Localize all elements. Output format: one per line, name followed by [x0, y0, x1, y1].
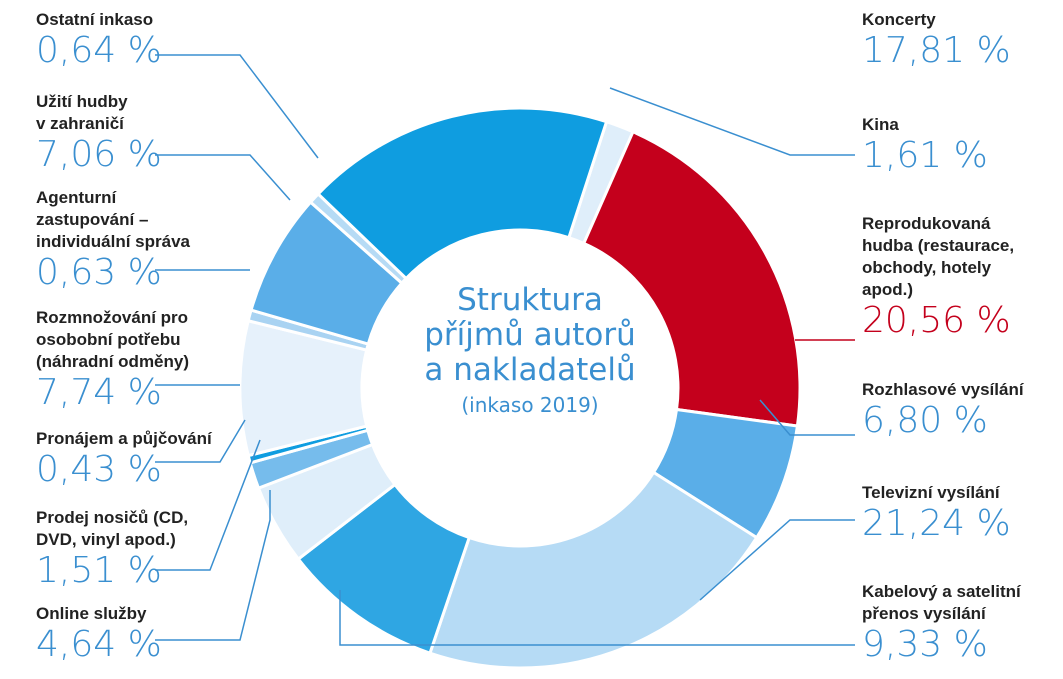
leader-line: [155, 419, 246, 463]
slice-label: Agenturní zastupování – individuální spr…: [36, 188, 190, 251]
slice-value: 4,64 %: [36, 624, 162, 665]
slice-value: 20,56 %: [862, 300, 1011, 341]
leader-line: [339, 590, 855, 646]
label-ostatni-inkaso: Ostatní inkaso 0,64 %: [36, 9, 162, 71]
slice-koncerty: [316, 106, 609, 281]
slice-value: 7,06 %: [36, 134, 162, 175]
slice-value: 6,80 %: [862, 400, 988, 441]
leader-line: [699, 519, 855, 601]
slice-label: Online služby: [36, 604, 147, 623]
slice-label: Kina: [862, 115, 899, 134]
label-online-sluzby: Online služby 4,64 %: [36, 603, 162, 665]
slice-value: 21,24 %: [862, 503, 1011, 544]
label-rozhlasove-vysilani: Rozhlasové vysílání 6,80 %: [862, 379, 1024, 441]
slice-label: Rozhlasové vysílání: [862, 380, 1024, 399]
leader-line: [759, 399, 855, 436]
slice-label: Koncerty: [862, 10, 936, 29]
slice-value: 0,43 %: [36, 449, 162, 490]
label-reprodukovana-hudba: Reprodukovaná hudba (restaurace, obchody…: [862, 213, 1014, 341]
slice-label: Užití hudby v zahraničí: [36, 92, 128, 133]
label-kabelovy-prenos: Kabelový a satelitní přenos vysílání 9,3…: [862, 581, 1021, 665]
label-rozmnozovani: Rozmnožování pro osobobní potřebu (náhra…: [36, 307, 189, 413]
label-kina: Kina 1,61 %: [862, 114, 988, 176]
leader-line: [155, 439, 261, 571]
slice-label: Prodej nosičů (CD, DVD, vinyl apod.): [36, 508, 189, 549]
leader-line: [609, 87, 855, 156]
slice-value: 9,33 %: [862, 624, 988, 665]
slice-value: 1,51 %: [36, 550, 162, 591]
slice-label: Kabelový a satelitní přenos vysílání: [862, 582, 1021, 623]
slice-label: Pronájem a půjčování: [36, 429, 212, 448]
label-prodej-nosicu: Prodej nosičů (CD, DVD, vinyl apod.) 1,5…: [36, 507, 188, 591]
slice-reprodukovana-hudba-restaurace: [581, 129, 802, 428]
slice-label: Reprodukovaná hudba (restaurace, obchody…: [862, 214, 1015, 299]
leader-line: [155, 154, 291, 201]
label-televizni-vysilani: Televizní vysílání 21,24 %: [862, 482, 1011, 544]
chart-subtitle: (inkaso 2019): [461, 393, 599, 417]
chart-title: Struktura příjmů autorů a nakladatelů: [424, 282, 636, 388]
leader-line: [155, 490, 271, 641]
label-pronajem: Pronájem a půjčování 0,43 %: [36, 428, 212, 490]
label-agenturni: Agenturní zastupování – individuální spr…: [36, 187, 190, 293]
slice-value: 0,64 %: [36, 30, 162, 71]
slice-value: 7,74 %: [36, 372, 162, 413]
slice-televizni-vysilani: [428, 470, 759, 670]
slice-label: Rozmnožování pro osobobní potřebu (náhra…: [36, 308, 190, 371]
slice-label: Ostatní inkaso: [36, 10, 154, 29]
slice-label: Televizní vysílání: [862, 483, 1000, 502]
slice-value: 1,61 %: [862, 135, 988, 176]
label-koncerty: Koncerty 17,81 %: [862, 9, 1011, 71]
slice-value: 17,81 %: [862, 30, 1011, 71]
slice-value: 0,63 %: [36, 252, 162, 293]
label-uziti-hudby: Užití hudby v zahraničí 7,06 %: [36, 91, 162, 175]
leader-line: [155, 54, 319, 159]
